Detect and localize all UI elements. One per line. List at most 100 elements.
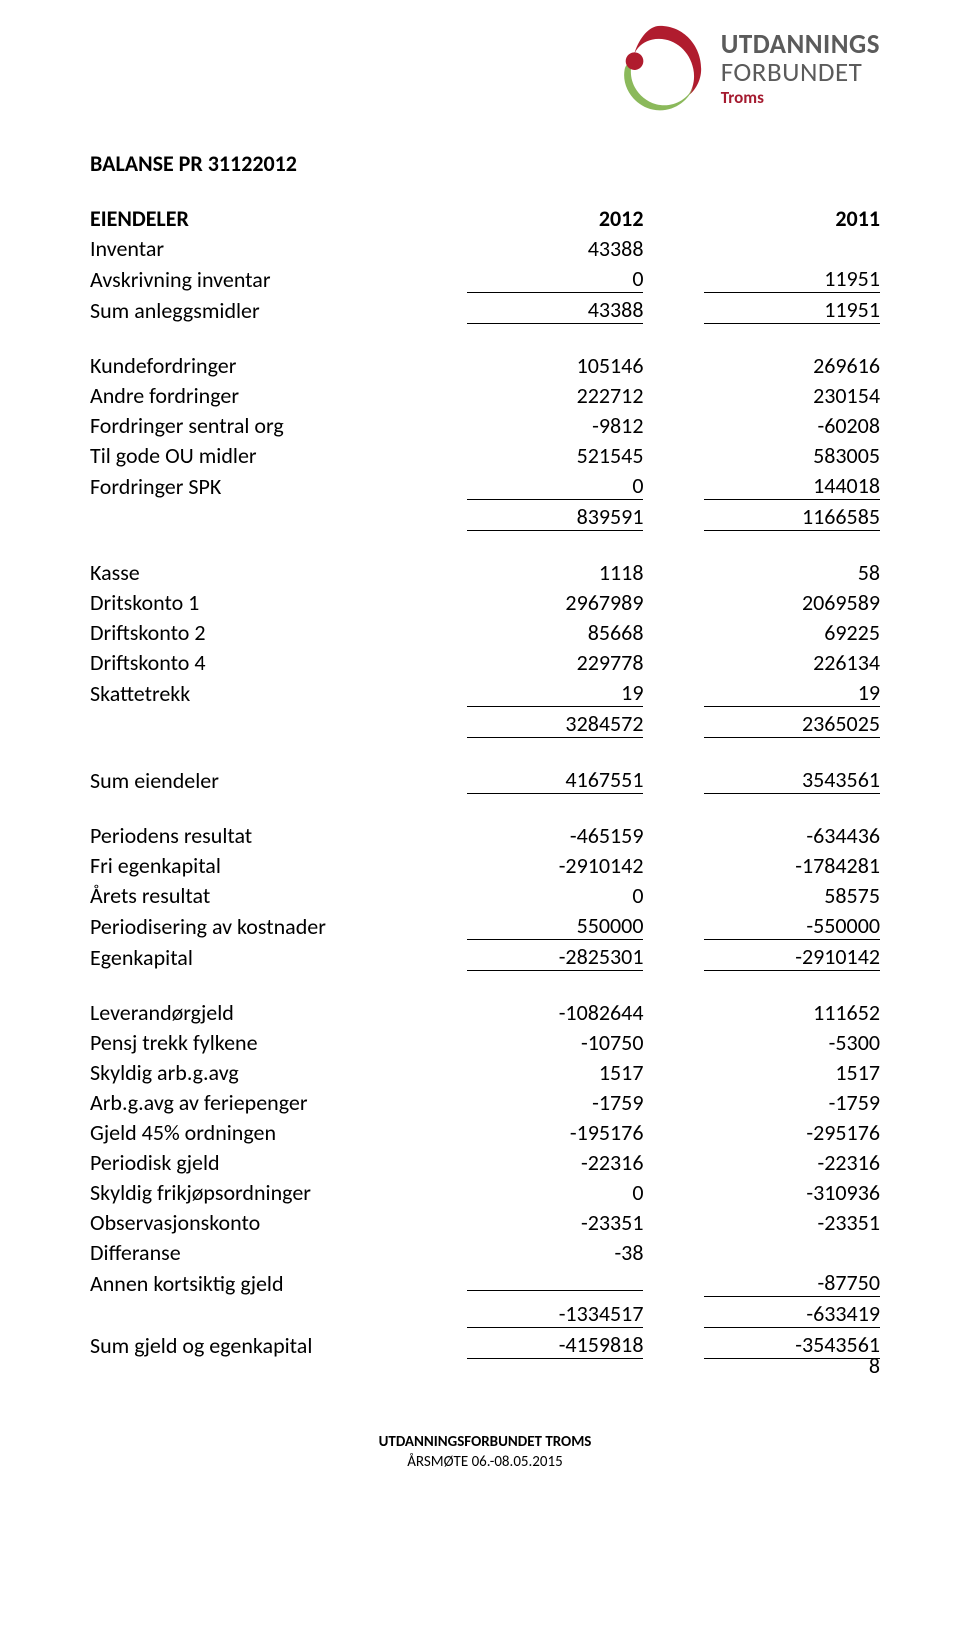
row-col-2012: 839591 (407, 503, 644, 534)
balance-table: EIENDELER20122011Inventar43388Avskrivnin… (90, 205, 880, 1362)
table-row: Årets resultat058575 (90, 882, 880, 912)
row-col-2012: -1082644 (407, 999, 644, 1029)
row-label: Periodisering av kostnader (90, 912, 407, 943)
row-label: Pensj trekk fylkene (90, 1029, 407, 1059)
row-label (90, 1300, 407, 1331)
spacer-row (90, 741, 880, 766)
row-col-2011: 1517 (643, 1059, 880, 1089)
row-col-2011 (643, 1239, 880, 1269)
logo-text: UTDANNINGS FORBUNDET Troms (721, 31, 880, 108)
row-label: Fri egenkapital (90, 852, 407, 882)
table-row: Sum anleggsmidler4338811951 (90, 296, 880, 327)
row-col-2012: 1118 (407, 559, 644, 589)
table-row: Fordringer SPK0144018 (90, 472, 880, 503)
table-row: Egenkapital-2825301-2910142 (90, 943, 880, 974)
row-label: Årets resultat (90, 882, 407, 912)
row-col-2011: 11951 (643, 296, 880, 327)
row-col-2012: -22316 (407, 1149, 644, 1179)
row-label: Kundefordringer (90, 352, 407, 382)
row-col-2011: 583005 (643, 442, 880, 472)
row-col-2011: 69225 (643, 619, 880, 649)
row-col-2011: -60208 (643, 412, 880, 442)
row-label: Sum anleggsmidler (90, 296, 407, 327)
spacer-row (90, 974, 880, 999)
row-col-2012: 3284572 (407, 710, 644, 741)
table-row: Periodisering av kostnader550000-550000 (90, 912, 880, 943)
row-label: Skyldig arb.g.avg (90, 1059, 407, 1089)
row-label: Observasjonskonto (90, 1209, 407, 1239)
spacer-row (90, 534, 880, 559)
row-col-2011: -2910142 (643, 943, 880, 974)
row-label: Andre fordringer (90, 382, 407, 412)
row-label: Annen kortsiktig gjeld (90, 1269, 407, 1300)
table-row: Avskrivning inventar011951 (90, 265, 880, 296)
row-col-2012: -2910142 (407, 852, 644, 882)
row-col-2012: 43388 (407, 296, 644, 327)
spacer-row (90, 797, 880, 822)
row-label: Differanse (90, 1239, 407, 1269)
row-col-2011: 58 (643, 559, 880, 589)
row-col-2011: -1784281 (643, 852, 880, 882)
row-col-2012 (407, 1269, 644, 1300)
table-row: Skyldig arb.g.avg15171517 (90, 1059, 880, 1089)
table-row: -1334517-633419 (90, 1300, 880, 1331)
row-label: Kasse (90, 559, 407, 589)
table-row: Driftskonto 28566869225 (90, 619, 880, 649)
row-col-2012: 0 (407, 882, 644, 912)
row-col-2011: -633419 (643, 1300, 880, 1331)
row-col-2012: 105146 (407, 352, 644, 382)
row-col-2012: -1334517 (407, 1300, 644, 1331)
table-row: Kasse111858 (90, 559, 880, 589)
row-col-2011 (643, 235, 880, 265)
row-label: Arb.g.avg av feriepenger (90, 1089, 407, 1119)
table-row: Skattetrekk1919 (90, 679, 880, 710)
table-row: Observasjonskonto-23351-23351 (90, 1209, 880, 1239)
table-row: Periodisk gjeld-22316-22316 (90, 1149, 880, 1179)
table-row: 32845722365025 (90, 710, 880, 741)
spacer-row (90, 327, 880, 352)
row-col-2012: 550000 (407, 912, 644, 943)
table-row: Sum eiendeler41675513543561 (90, 766, 880, 797)
table-row: Annen kortsiktig gjeld -87750 (90, 1269, 880, 1300)
table-row: Til gode OU midler521545583005 (90, 442, 880, 472)
table-row: Arb.g.avg av feriepenger-1759-1759 (90, 1089, 880, 1119)
row-col-2011: -550000 (643, 912, 880, 943)
logo: UTDANNINGS FORBUNDET Troms (611, 20, 880, 118)
page-title: BALANSE PR 31122012 (90, 150, 880, 177)
row-label: Driftskonto 2 (90, 619, 407, 649)
row-col-2012: 85668 (407, 619, 644, 649)
row-label (90, 710, 407, 741)
row-col-2011: -87750 (643, 1269, 880, 1300)
row-label: Inventar (90, 235, 407, 265)
row-col-2011: -22316 (643, 1149, 880, 1179)
row-col-2011: 1166585 (643, 503, 880, 534)
row-col-2011: -23351 (643, 1209, 880, 1239)
table-row: Dritskonto 129679892069589 (90, 589, 880, 619)
row-label: Sum eiendeler (90, 766, 407, 797)
row-col-2012: 19 (407, 679, 644, 710)
table-row: Kundefordringer105146269616 (90, 352, 880, 382)
table-row: Andre fordringer222712230154 (90, 382, 880, 412)
footer-line2: ÅRSMØTE 06.-08.05.2015 (90, 1453, 880, 1473)
row-col-2012: 2967989 (407, 589, 644, 619)
table-row: Differanse-38 (90, 1239, 880, 1269)
row-col-2011: -310936 (643, 1179, 880, 1209)
table-row: Periodens resultat-465159-634436 (90, 822, 880, 852)
logo-swirl-icon (611, 20, 709, 118)
col-header-2011: 2011 (643, 205, 880, 235)
footer-line1: UTDANNINGSFORBUNDET TROMS (90, 1433, 880, 1453)
logo-line1: UTDANNINGS (721, 31, 880, 59)
row-col-2012: 0 (407, 472, 644, 503)
row-col-2011: 226134 (643, 649, 880, 679)
row-col-2011: 230154 (643, 382, 880, 412)
row-col-2011: 111652 (643, 999, 880, 1029)
row-col-2011: 3543561 (643, 766, 880, 797)
row-label (90, 503, 407, 534)
row-col-2012: -465159 (407, 822, 644, 852)
row-label: Fordringer sentral org (90, 412, 407, 442)
row-col-2012: 43388 (407, 235, 644, 265)
row-col-2012: 0 (407, 265, 644, 296)
row-col-2012: 0 (407, 1179, 644, 1209)
row-col-2011: -1759 (643, 1089, 880, 1119)
row-col-2012: -2825301 (407, 943, 644, 974)
